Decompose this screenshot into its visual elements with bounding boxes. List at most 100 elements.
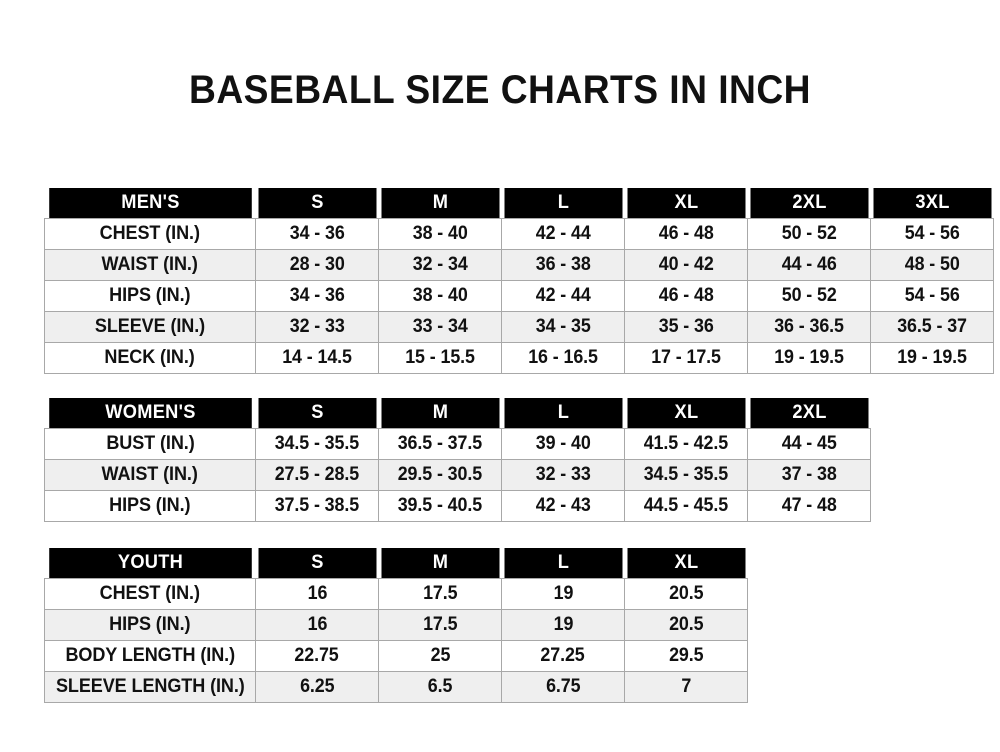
cell-m: 39.5 - 40.5 xyxy=(378,490,502,522)
cell-s: 32 - 33 xyxy=(255,311,379,343)
cell-s: 14 - 14.5 xyxy=(255,342,379,374)
cell-l: 32 - 33 xyxy=(501,459,625,491)
cell-xl: 34.5 - 35.5 xyxy=(624,459,748,491)
youth-header-row: YOUTH S M L XL xyxy=(45,548,748,579)
cell-m: 38 - 40 xyxy=(378,280,502,312)
table-row: BUST (IN.) 34.5 - 35.5 36.5 - 37.5 39 - … xyxy=(44,428,871,460)
cell-3xl: 19 - 19.5 xyxy=(870,342,994,374)
mens-header-category: MEN'S xyxy=(48,188,252,219)
cell-s: 16 xyxy=(255,578,379,610)
mens-header-2xl: 2XL xyxy=(749,188,869,219)
cell-l: 34 - 35 xyxy=(501,311,625,343)
youth-header-category: YOUTH xyxy=(48,548,252,579)
mens-table-head: MEN'S S M L XL 2XL 3XL xyxy=(45,188,994,219)
cell-m: 17.5 xyxy=(378,578,502,610)
cell-2xl: 36 - 36.5 xyxy=(747,311,871,343)
cell-2xl: 19 - 19.5 xyxy=(747,342,871,374)
cell-3xl: 36.5 - 37 xyxy=(870,311,994,343)
table-row: SLEEVE (IN.) 32 - 33 33 - 34 34 - 35 35 … xyxy=(44,311,994,343)
cell-s: 34 - 36 xyxy=(255,218,379,250)
womens-table-body: BUST (IN.) 34.5 - 35.5 36.5 - 37.5 39 - … xyxy=(44,428,871,522)
cell-2xl: 50 - 52 xyxy=(747,280,871,312)
row-label: CHEST (IN.) xyxy=(44,218,256,250)
womens-header-m: M xyxy=(380,398,500,429)
row-label: HIPS (IN.) xyxy=(44,609,256,641)
youth-header-s: S xyxy=(257,548,377,579)
womens-header-xl: XL xyxy=(626,398,746,429)
womens-header-row: WOMEN'S S M L XL 2XL xyxy=(45,398,871,429)
cell-2xl: 44 - 45 xyxy=(747,428,871,460)
mens-header-m: M xyxy=(380,188,500,219)
cell-m: 36.5 - 37.5 xyxy=(378,428,502,460)
row-label: WAIST (IN.) xyxy=(44,459,256,491)
row-label: HIPS (IN.) xyxy=(44,280,256,312)
cell-l: 6.75 xyxy=(501,671,625,703)
table-row: HIPS (IN.) 16 17.5 19 20.5 xyxy=(44,609,748,641)
cell-l: 19 xyxy=(501,609,625,641)
mens-table-body: CHEST (IN.) 34 - 36 38 - 40 42 - 44 46 -… xyxy=(44,218,994,374)
row-label: NECK (IN.) xyxy=(44,342,256,374)
cell-xl: 41.5 - 42.5 xyxy=(624,428,748,460)
womens-header-s: S xyxy=(257,398,377,429)
womens-header-category: WOMEN'S xyxy=(48,398,252,429)
row-label: CHEST (IN.) xyxy=(44,578,256,610)
womens-table-head: WOMEN'S S M L XL 2XL xyxy=(45,398,871,429)
row-label: BODY LENGTH (IN.) xyxy=(44,640,256,672)
cell-2xl: 37 - 38 xyxy=(747,459,871,491)
cell-l: 27.25 xyxy=(501,640,625,672)
row-label: SLEEVE (IN.) xyxy=(44,311,256,343)
cell-s: 28 - 30 xyxy=(255,249,379,281)
cell-xl: 40 - 42 xyxy=(624,249,748,281)
cell-xl: 20.5 xyxy=(624,578,748,610)
table-row: NECK (IN.) 14 - 14.5 15 - 15.5 16 - 16.5… xyxy=(44,342,994,374)
cell-3xl: 54 - 56 xyxy=(870,280,994,312)
mens-header-xl: XL xyxy=(626,188,746,219)
youth-size-table: YOUTH S M L XL CHEST (IN.) 16 17.5 19 20… xyxy=(44,548,748,703)
cell-s: 27.5 - 28.5 xyxy=(255,459,379,491)
table-row: HIPS (IN.) 34 - 36 38 - 40 42 - 44 46 - … xyxy=(44,280,994,312)
page-title: BASEBALL SIZE CHARTS IN INCH xyxy=(188,68,812,112)
row-label: BUST (IN.) xyxy=(44,428,256,460)
mens-header-3xl: 3XL xyxy=(872,188,992,219)
cell-2xl: 50 - 52 xyxy=(747,218,871,250)
cell-m: 32 - 34 xyxy=(378,249,502,281)
youth-header-l: L xyxy=(503,548,623,579)
cell-m: 15 - 15.5 xyxy=(378,342,502,374)
youth-header-xl: XL xyxy=(626,548,746,579)
cell-xl: 20.5 xyxy=(624,609,748,641)
cell-xl: 29.5 xyxy=(624,640,748,672)
mens-header-row: MEN'S S M L XL 2XL 3XL xyxy=(45,188,994,219)
row-label: SLEEVE LENGTH (IN.) xyxy=(44,671,256,703)
table-row: CHEST (IN.) 34 - 36 38 - 40 42 - 44 46 -… xyxy=(44,218,994,250)
cell-s: 16 xyxy=(255,609,379,641)
table-row: WAIST (IN.) 28 - 30 32 - 34 36 - 38 40 -… xyxy=(44,249,994,281)
cell-s: 34 - 36 xyxy=(255,280,379,312)
table-row: HIPS (IN.) 37.5 - 38.5 39.5 - 40.5 42 - … xyxy=(44,490,871,522)
cell-2xl: 47 - 48 xyxy=(747,490,871,522)
cell-l: 42 - 43 xyxy=(501,490,625,522)
cell-l: 19 xyxy=(501,578,625,610)
mens-size-table: MEN'S S M L XL 2XL 3XL CHEST (IN.) 34 - … xyxy=(44,188,994,374)
table-row: BODY LENGTH (IN.) 22.75 25 27.25 29.5 xyxy=(44,640,748,672)
youth-header-m: M xyxy=(380,548,500,579)
cell-s: 37.5 - 38.5 xyxy=(255,490,379,522)
youth-table-body: CHEST (IN.) 16 17.5 19 20.5 HIPS (IN.) 1… xyxy=(44,578,748,703)
row-label: WAIST (IN.) xyxy=(44,249,256,281)
womens-size-table: WOMEN'S S M L XL 2XL BUST (IN.) 34.5 - 3… xyxy=(44,398,871,522)
cell-2xl: 44 - 46 xyxy=(747,249,871,281)
table-row: CHEST (IN.) 16 17.5 19 20.5 xyxy=(44,578,748,610)
mens-header-s: S xyxy=(257,188,377,219)
cell-s: 6.25 xyxy=(255,671,379,703)
cell-xl: 46 - 48 xyxy=(624,280,748,312)
cell-s: 22.75 xyxy=(255,640,379,672)
cell-m: 6.5 xyxy=(378,671,502,703)
womens-header-2xl: 2XL xyxy=(749,398,869,429)
cell-xl: 46 - 48 xyxy=(624,218,748,250)
cell-m: 25 xyxy=(378,640,502,672)
cell-l: 42 - 44 xyxy=(501,218,625,250)
cell-m: 17.5 xyxy=(378,609,502,641)
cell-3xl: 48 - 50 xyxy=(870,249,994,281)
cell-m: 38 - 40 xyxy=(378,218,502,250)
row-label: HIPS (IN.) xyxy=(44,490,256,522)
